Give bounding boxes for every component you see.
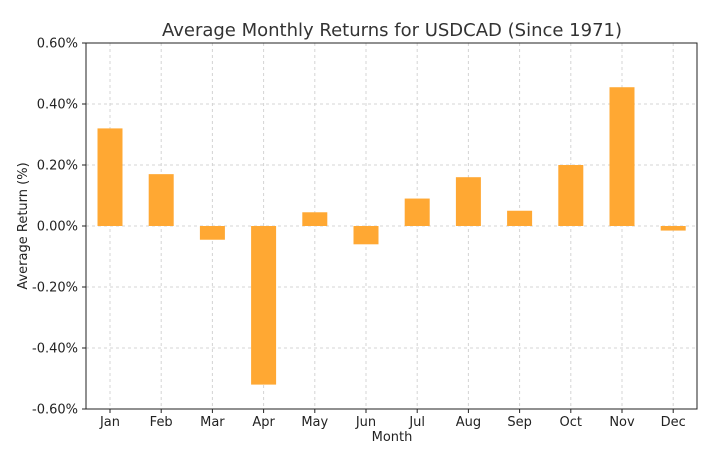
- bar-jun: [353, 226, 379, 245]
- x-tick-label-mar: Mar: [200, 415, 225, 430]
- bar-jan: [97, 128, 123, 226]
- bar-sep: [507, 210, 533, 226]
- x-tick-label-dec: Dec: [661, 415, 686, 430]
- bar-oct: [558, 165, 584, 226]
- bar-jul: [404, 198, 430, 226]
- grid: [86, 42, 697, 410]
- x-tick-label-jul: Jul: [408, 415, 425, 430]
- chart-title: Average Monthly Returns for USDCAD (Sinc…: [162, 20, 622, 41]
- bars: [97, 87, 686, 385]
- x-tick-label-jan: Jan: [99, 415, 120, 430]
- bar-apr: [251, 226, 277, 385]
- bar-aug: [455, 177, 481, 226]
- y-tick-label: -0.60%: [32, 403, 78, 418]
- x-tick-label-apr: Apr: [252, 415, 275, 430]
- x-tick-label-oct: Oct: [560, 415, 582, 430]
- x-tick-label-feb: Feb: [150, 415, 173, 430]
- x-tick-label-jun: Jun: [355, 415, 376, 430]
- bar-mar: [199, 226, 225, 240]
- y-tick-label: 0.60%: [37, 37, 78, 52]
- x-tick-label-may: May: [301, 415, 328, 430]
- y-axis: -0.60% -0.40% -0.20% 0.00% 0.20% 0.40% 0.60%: [32, 37, 86, 418]
- y-tick-label: -0.40%: [32, 342, 78, 357]
- y-tick-label: -0.20%: [32, 281, 78, 296]
- bar-feb: [148, 174, 174, 226]
- y-tick-label: 0.00%: [37, 220, 78, 235]
- y-tick-label: 0.20%: [37, 159, 78, 174]
- x-tick-label-sep: Sep: [507, 415, 532, 430]
- y-axis-label: Average Return (%): [16, 162, 31, 289]
- x-tick-label-aug: Aug: [456, 415, 481, 430]
- x-axis-label: Month: [372, 430, 413, 445]
- x-tick-label-nov: Nov: [609, 415, 635, 430]
- y-tick-label: 0.40%: [37, 98, 78, 113]
- bar-nov: [609, 87, 635, 226]
- bar-may: [302, 212, 328, 226]
- x-axis: Jan Feb Mar Apr May Jun Jul Aug Sep Oct Nov Dec: [99, 409, 686, 430]
- bar-dec: [660, 226, 686, 231]
